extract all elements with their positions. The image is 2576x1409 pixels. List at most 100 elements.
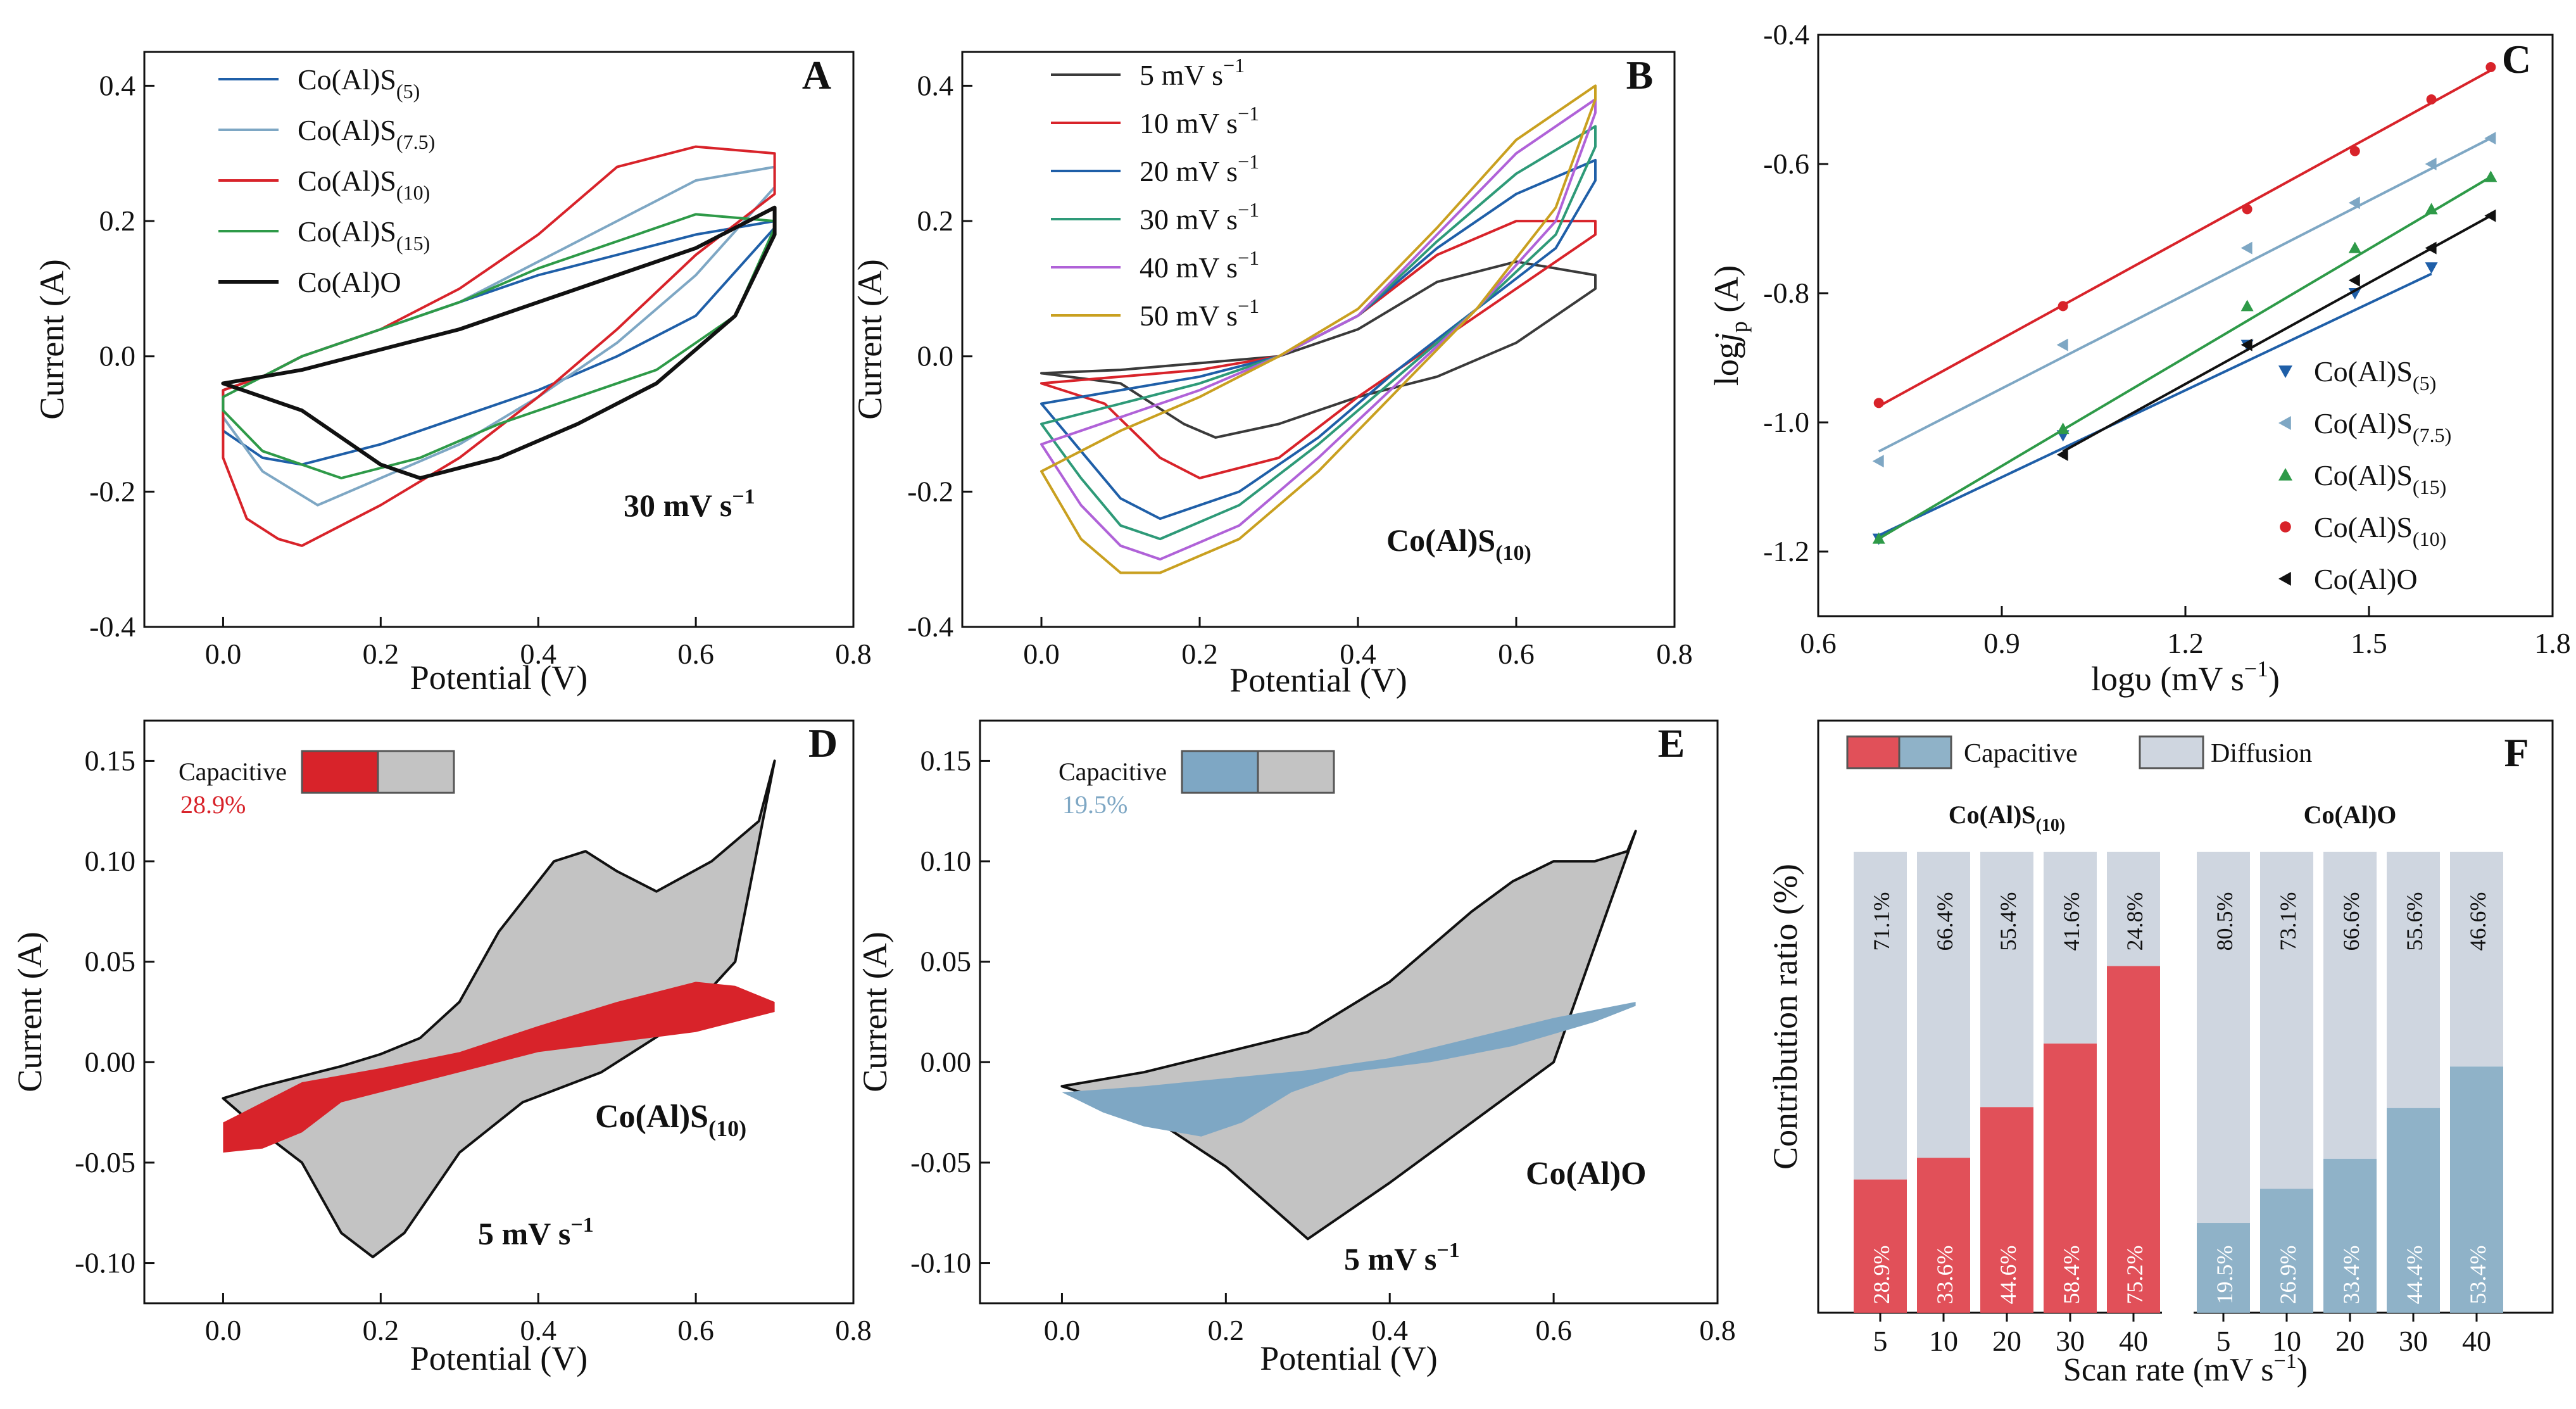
cv-curve [221, 205, 777, 480]
y-tick-label: -0.05 [75, 1146, 135, 1178]
diffusion-value-label: 46.6% [2465, 892, 2491, 951]
capacitive-value-label: 28.9% [1869, 1246, 1894, 1305]
panel-e: 0.0 0.2 0.4 0.6 0.8 -0.10 -0.05 0.00 0.05 0.10 0.1… [856, 719, 1736, 1377]
sample-annotation: Co(Al)S(10) [1386, 522, 1531, 565]
y-tick-label: 0.4 [917, 69, 954, 101]
sample-label: Co(Al)S(10) [595, 1099, 746, 1141]
diffusion-value-label: 66.4% [1932, 892, 1957, 951]
capacitive-value-label: 75.2% [2122, 1246, 2147, 1305]
x-tick-label: 10 [1929, 1325, 1958, 1357]
y-tick-label: -0.10 [910, 1247, 971, 1279]
data-point [2056, 422, 2070, 434]
capacitive-value-label: 58.4% [2059, 1246, 2084, 1305]
y-tick-label: -0.6 [1763, 148, 1809, 180]
x-tick-label: 20 [2335, 1325, 2365, 1357]
capacitive-value-label: 33.4% [2339, 1246, 2364, 1305]
diffusion-value-label: 24.8% [2122, 892, 2147, 951]
y-axis-label: Current (A) [33, 259, 71, 419]
y-tick-label: 0.05 [85, 945, 136, 978]
legend-label: Co(Al)S(10) [298, 165, 430, 204]
panel-letter: D [808, 721, 838, 766]
diffusion-value-label: 80.5% [2212, 892, 2237, 951]
x-tick-label: 30 [2056, 1325, 2085, 1357]
data-point [2242, 204, 2252, 215]
cv-curve [222, 213, 776, 479]
diffusion-bar [2107, 852, 2160, 966]
legend-label: 5 mV s−1 [1140, 54, 1245, 91]
diffusion-swatch [377, 750, 455, 794]
legend-label: 50 mV s−1 [1140, 294, 1259, 332]
diffusion-value-label: 71.1% [1869, 892, 1894, 951]
legend-marker [2278, 468, 2292, 481]
x-tick-label: 0.8 [1699, 1314, 1736, 1346]
x-tick-label: 5 [1873, 1325, 1888, 1357]
legend-label: Co(Al)O [2314, 563, 2418, 595]
diffusion-value-label: 73.1% [2275, 892, 2301, 951]
legend-marker [2280, 521, 2291, 533]
diffusion-bar [2387, 852, 2440, 1108]
legend-marker [2278, 572, 2291, 586]
panel-letter: B [1626, 53, 1654, 98]
data-point [2484, 209, 2496, 222]
legend-label: Diffusion [2211, 739, 2312, 768]
fit-line [1878, 137, 2492, 453]
x-axis-label: Potential (V) [410, 1339, 587, 1377]
data-point [2485, 62, 2496, 72]
panel-f: 71.1% 28.9% 5 66.4% 33.6% 10 55.4% 44.6% 20 41.6%… [1766, 719, 2554, 1388]
data-point [2348, 274, 2360, 287]
x-tick-label: 0.2 [1181, 638, 1218, 670]
legend-label: Co(Al)S(5) [298, 63, 420, 103]
x-tick-label: 20 [1992, 1325, 2021, 1357]
scan-rate-annotation: 30 mV s−1 [624, 485, 755, 523]
legend-label: Co(Al)S(7.5) [298, 114, 435, 153]
legend-label: Capacitive [179, 757, 287, 786]
plot-frame [979, 719, 1719, 1305]
y-tick-label: -0.05 [910, 1146, 971, 1178]
data-point [2425, 262, 2438, 274]
diffusion-bar [2044, 852, 2097, 1044]
capacitive-area [223, 982, 775, 1153]
y-tick-label: -0.4 [1763, 18, 1809, 51]
x-tick-label: 0.0 [205, 1314, 242, 1346]
x-tick-label: 0.6 [677, 638, 714, 670]
diffusion-bar [2323, 852, 2377, 1159]
fit-line [1878, 272, 2432, 537]
x-tick-label: 0.6 [1800, 627, 1837, 659]
panel-letter: C [2502, 37, 2531, 82]
data-point [2349, 146, 2360, 156]
data-point [2240, 300, 2254, 312]
x-tick-label: 0.6 [677, 1314, 714, 1346]
cv-curve [1040, 260, 1597, 439]
data-point [2425, 241, 2437, 255]
data-point [1872, 532, 1885, 544]
total-cv-area [1060, 830, 1637, 1241]
y-tick-label: 0.00 [85, 1046, 136, 1078]
diffusion-value-label: 66.6% [2339, 892, 2364, 951]
panel-d: 0.0 0.2 0.4 0.6 0.8 -0.10 -0.05 0.00 0.05 0.10 0.1… [11, 719, 872, 1377]
y-axis-label: Contribution ratio (%) [1766, 864, 1804, 1170]
x-tick-label: 0.4 [1371, 1314, 1408, 1346]
x-tick-label: 40 [2462, 1325, 2491, 1357]
diffusion-bar [2450, 852, 2503, 1067]
diffusion-swatch [1257, 750, 1335, 794]
x-tick-label: 1.5 [2351, 627, 2387, 659]
scan-rate-label: 5 mV s−1 [1344, 1239, 1460, 1277]
y-tick-label: -0.10 [75, 1247, 135, 1279]
panel-b: 0.0 0.2 0.4 0.6 0.8 -0.4 -0.2 0.0 0.2 0.4 5 mV s−1… [851, 51, 1693, 699]
panel-a: 0.0 0.2 0.4 0.6 0.8 -0.4 -0.2 0.0 0.2 0.4 Co(Al)S(… [33, 51, 872, 697]
x-tick-label: 10 [2272, 1325, 2301, 1357]
legend-label: Capacitive [1964, 739, 2078, 768]
x-axis-label: Scan rate (mV s−1) [2063, 1349, 2308, 1388]
y-tick-label: -0.4 [89, 610, 135, 643]
y-tick-label: 0.0 [99, 340, 136, 372]
capacitive-area [1062, 1002, 1636, 1137]
capacitive-bar [2260, 1189, 2313, 1313]
capacitive-bar [1980, 1107, 2033, 1313]
x-tick-label: 0.4 [520, 1314, 556, 1346]
data-point [1872, 455, 1884, 468]
x-tick-label: 0.8 [835, 1314, 872, 1346]
x-tick-label: 0.0 [1023, 638, 1060, 670]
data-point [2056, 448, 2068, 461]
plot-frame [143, 719, 855, 1305]
